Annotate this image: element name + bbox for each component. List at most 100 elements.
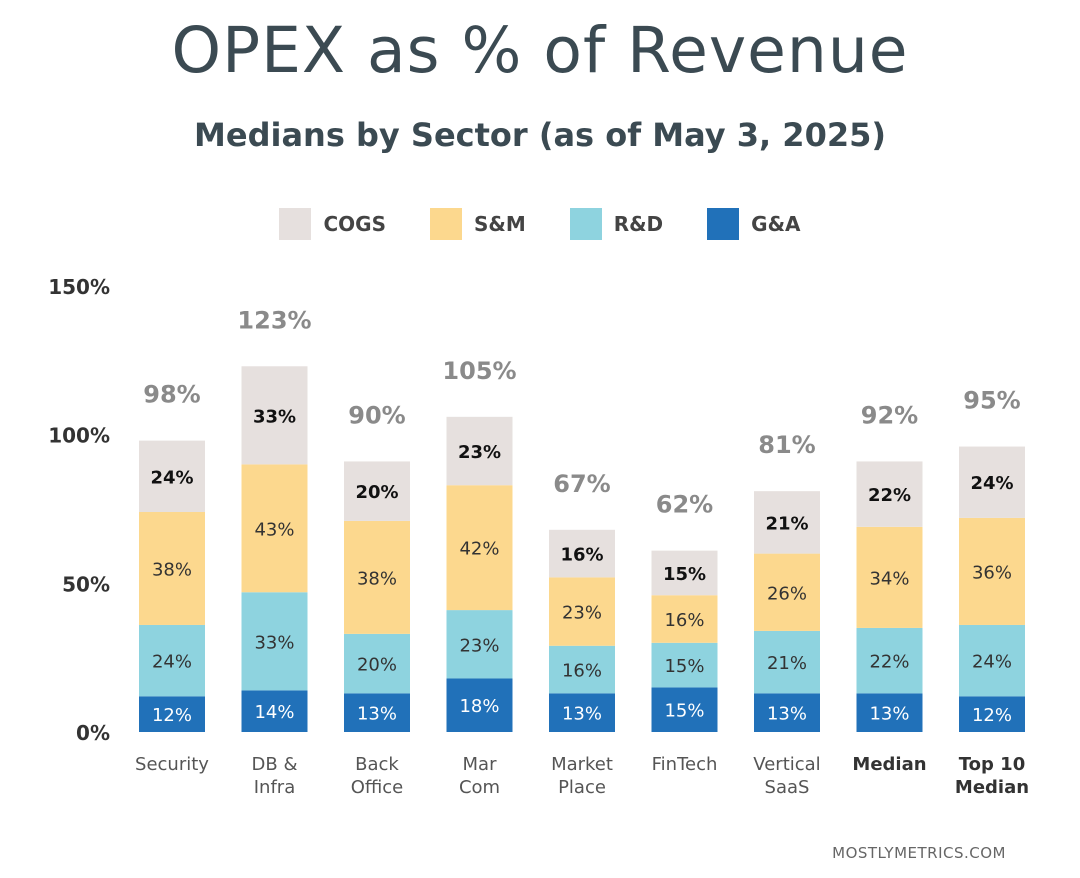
- bar-segment-rd: [446, 610, 513, 679]
- bar-segment-cogs: [241, 366, 308, 465]
- data-label-rd: 33%: [254, 632, 294, 653]
- bar-segment-sm: [754, 553, 820, 631]
- total-label: 62%: [656, 491, 713, 519]
- bar-segment-sm: [139, 511, 205, 625]
- legend-swatch-ga: [707, 208, 740, 240]
- data-label-sm: 38%: [357, 568, 397, 589]
- category-label: Com: [459, 777, 500, 798]
- legend-swatch-sm: [429, 208, 462, 240]
- total-label: 105%: [442, 357, 516, 385]
- data-label-cogs: 23%: [458, 442, 501, 463]
- total-label: 67%: [553, 470, 610, 498]
- chart-title: OPEX as % of Revenue: [171, 14, 909, 87]
- legend-label-cogs: COGS: [323, 212, 386, 236]
- total-label: 95%: [963, 387, 1020, 415]
- data-label-rd: 22%: [869, 652, 909, 673]
- bar-segment-cogs: [446, 416, 513, 486]
- bar-segment-cogs: [959, 446, 1025, 518]
- bar-segment-cogs: [754, 491, 820, 554]
- y-tick-label: 0%: [76, 721, 110, 745]
- category-label: Place: [558, 777, 606, 798]
- data-label-rd: 24%: [972, 652, 1012, 673]
- source-footer: MOSTLYMETRICS.COM: [832, 844, 1006, 862]
- bar-segment-sm: [446, 485, 513, 611]
- data-label-rd: 15%: [664, 656, 704, 677]
- data-label-cogs: 20%: [355, 482, 398, 503]
- bar-segment-sm: [344, 520, 410, 634]
- category-label: Back: [355, 754, 399, 775]
- data-label-rd: 23%: [459, 635, 499, 656]
- data-label-ga: 18%: [459, 696, 499, 717]
- bar-segment-ga: [959, 696, 1025, 732]
- legend-item-ga: G&A: [707, 206, 801, 242]
- total-label: 81%: [758, 431, 815, 459]
- data-label-ga: 12%: [152, 705, 192, 726]
- legend-label-ga: G&A: [751, 212, 801, 236]
- bar-segment-cogs: [549, 529, 615, 578]
- bar-segment-sm: [549, 577, 615, 646]
- data-label-sm: 23%: [562, 603, 602, 624]
- bar-segment-sm: [241, 464, 308, 593]
- bar-segment-sm: [856, 526, 923, 628]
- y-tick-label: 150%: [48, 275, 110, 299]
- category-label: Infra: [254, 777, 295, 798]
- data-label-sm: 43%: [254, 519, 294, 540]
- bar-segment-ga: [651, 687, 718, 732]
- data-label-rd: 16%: [562, 661, 602, 682]
- data-label-cogs: 21%: [765, 513, 808, 534]
- data-label-rd: 20%: [357, 655, 397, 676]
- bar-segment-cogs: [344, 461, 410, 521]
- total-label: 98%: [143, 381, 200, 409]
- category-label: Market: [551, 754, 613, 775]
- legend-item-sm: S&M: [429, 206, 526, 242]
- bar-segment-sm: [959, 517, 1025, 625]
- data-label-ga: 13%: [767, 704, 807, 725]
- bar-segment-rd: [651, 642, 718, 688]
- category-label: DB &: [252, 754, 298, 775]
- bar-segment-rd: [959, 624, 1025, 697]
- chart-subtitle: Medians by Sector (as of May 3, 2025): [194, 116, 886, 154]
- bar-segment-ga: [549, 693, 615, 732]
- bar-segment-rd: [754, 630, 820, 694]
- data-label-ga: 15%: [664, 701, 704, 722]
- legend-item-rd: R&D: [569, 206, 664, 242]
- bar-segment-rd: [856, 627, 923, 694]
- bar-segment-rd: [549, 645, 615, 694]
- data-label-sm: 26%: [767, 583, 807, 604]
- bar-segment-rd: [241, 592, 308, 691]
- data-label-rd: 24%: [152, 652, 192, 673]
- data-label-ga: 13%: [869, 704, 909, 725]
- legend-swatch-rd: [569, 208, 602, 240]
- category-label: Mar: [463, 754, 498, 775]
- bar-segment-rd: [139, 624, 205, 697]
- total-label: 123%: [237, 306, 311, 334]
- total-label: 92%: [861, 401, 918, 429]
- data-label-rd: 21%: [767, 653, 807, 674]
- category-label: Median: [955, 777, 1029, 798]
- legend-label-rd: R&D: [613, 212, 664, 236]
- category-label: Security: [135, 754, 209, 775]
- bar-segment-cogs: [856, 461, 923, 527]
- data-label-cogs: 22%: [868, 485, 911, 506]
- category-label: Median: [852, 754, 926, 775]
- data-label-cogs: 16%: [560, 545, 603, 566]
- bar-segment-ga: [344, 693, 410, 732]
- y-tick-label: 50%: [62, 572, 110, 596]
- y-tick-label: 100%: [48, 424, 110, 448]
- category-label: FinTech: [652, 754, 718, 775]
- category-label: Vertical: [753, 754, 820, 775]
- total-label: 90%: [348, 401, 405, 429]
- bar-segment-ga: [446, 678, 513, 732]
- data-label-cogs: 33%: [253, 406, 296, 427]
- data-label-ga: 13%: [562, 704, 602, 725]
- data-label-ga: 12%: [972, 705, 1012, 726]
- legend: COGS S&M R&D G&A: [0, 206, 1080, 242]
- legend-label-sm: S&M: [473, 212, 526, 236]
- bar-segment-ga: [754, 693, 820, 732]
- data-label-sm: 36%: [972, 562, 1012, 583]
- data-label-sm: 34%: [869, 568, 909, 589]
- data-label-sm: 42%: [459, 539, 499, 560]
- data-label-cogs: 24%: [150, 467, 193, 488]
- legend-swatch-cogs: [279, 208, 312, 240]
